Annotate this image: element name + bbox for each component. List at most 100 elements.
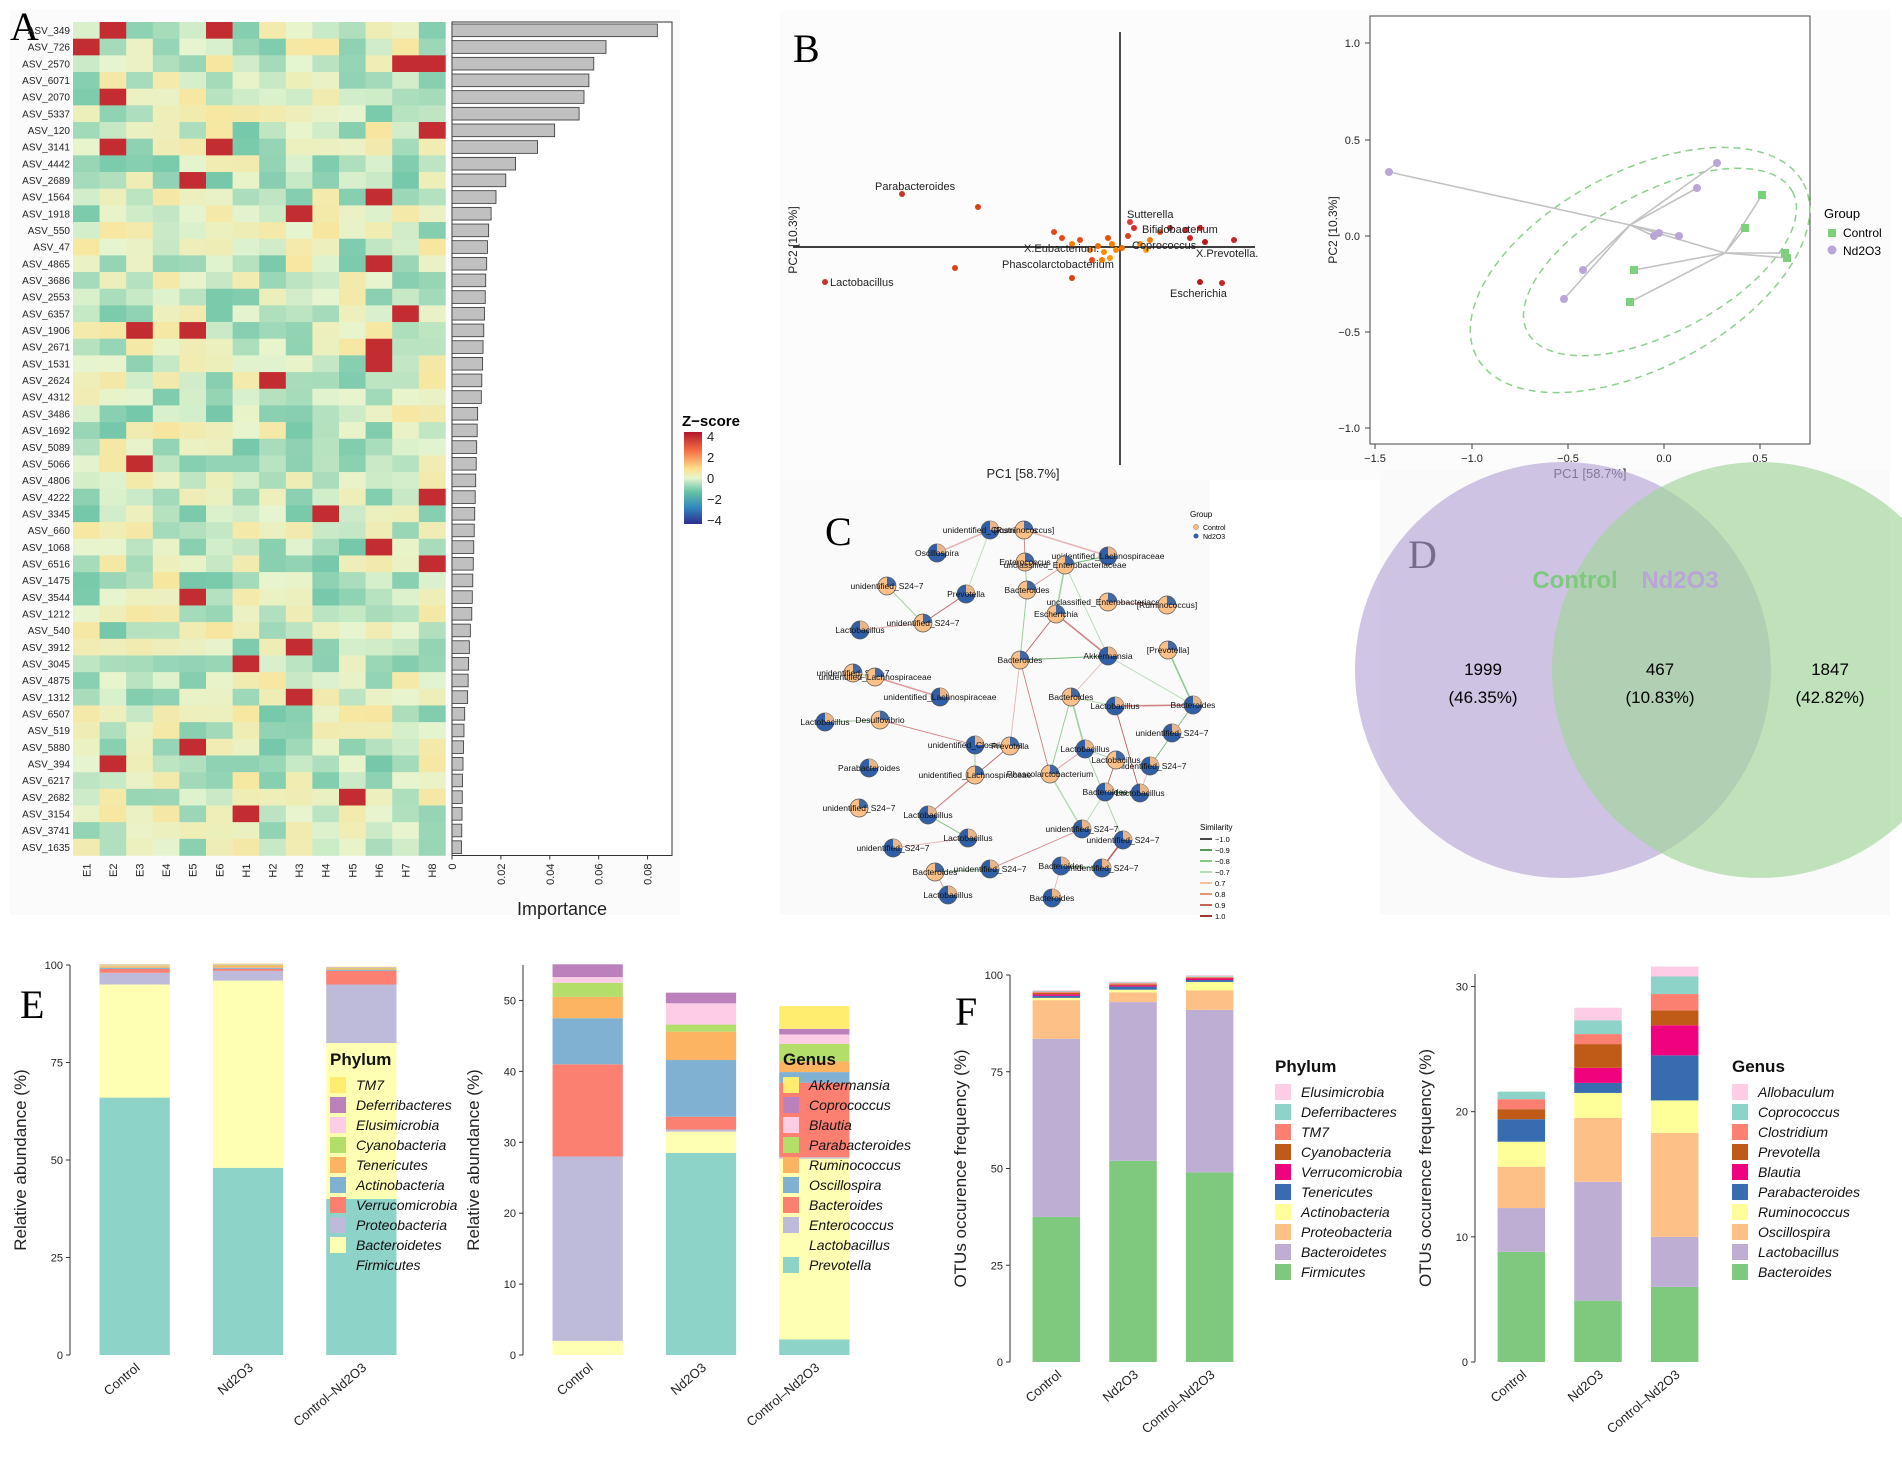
heatmap-cell: [418, 88, 446, 106]
network-node-label: unclassified_Enterobacteriaceae: [1047, 597, 1170, 607]
heatmap-cell: [232, 55, 260, 73]
heatmap-cell: [232, 272, 260, 290]
heatmap-cell: [126, 372, 154, 390]
legend-title: Genus: [1732, 1057, 1785, 1076]
stacked-bar-genus-otu-frequency: 0 10 20 30 OTUs occurence frequency (%) Contr…: [1416, 966, 1860, 1436]
heatmap-cell: [99, 772, 127, 790]
heatmap-cell: [339, 738, 366, 756]
heatmap-cell: [126, 488, 154, 506]
heatmap-cell: [232, 505, 260, 523]
stacked-segment: [1032, 1000, 1081, 1039]
x-tick-label: Control–Nd2O3: [1604, 1367, 1683, 1437]
y-axis-label: OTUs occurence frequency (%): [1416, 1049, 1435, 1287]
heatmap-row-label: ASV_120: [28, 126, 71, 137]
network-node-slice: [940, 688, 949, 697]
heatmap-cell: [179, 338, 207, 356]
heatmap-cell: [392, 538, 420, 556]
heatmap-cell: [339, 105, 366, 123]
network-node-label: [Ruminococcus]: [994, 525, 1054, 535]
legend-label: Verrucomicrobia: [356, 1197, 458, 1213]
heatmap-cell: [152, 88, 180, 106]
heatmap-cell: [232, 188, 260, 206]
heatmap-cell: [152, 172, 180, 189]
x-tick-label: Nd2O3: [1100, 1367, 1141, 1405]
heatmap-cell: [285, 338, 313, 356]
heatmap-cell: [152, 372, 180, 390]
heatmap-cell: [285, 388, 313, 406]
legend-swatch: [783, 1217, 799, 1233]
heatmap-cell: [392, 805, 420, 823]
legend-swatch: [330, 1257, 346, 1273]
legend-swatch: [1732, 1184, 1748, 1200]
heatmap-cell: [285, 688, 313, 706]
heatmap-cell: [232, 638, 260, 656]
heatmap-cell: [365, 588, 393, 606]
heatmap-cell: [418, 138, 446, 156]
heatmap-cell: [365, 705, 393, 723]
heatmap-cell: [73, 222, 100, 240]
heatmap-cell: [339, 155, 366, 173]
heatmap-cell: [126, 288, 154, 306]
heatmap-cell: [206, 322, 233, 340]
heatmap-col-label: E5: [188, 864, 200, 877]
heatmap-cell: [339, 422, 366, 440]
heatmap-cell: [152, 288, 180, 306]
heatmap-cell: [179, 755, 207, 773]
biplot-point: [1099, 257, 1105, 263]
heatmap-cell: [206, 555, 233, 573]
heatmap-cell: [339, 488, 366, 506]
legend-label: Oscillospira: [1758, 1224, 1831, 1240]
heatmap-cell: [259, 22, 287, 39]
stacked-segment: [1497, 1091, 1546, 1100]
biplot-point: [1107, 255, 1113, 261]
heatmap-cell: [152, 538, 180, 556]
heatmap-cell: [99, 72, 127, 89]
heatmap-cell: [312, 422, 340, 440]
similarity-title: Similarity: [1200, 823, 1232, 832]
heatmap-cell: [339, 288, 366, 306]
heatmap-cell: [392, 238, 420, 256]
heatmap-cell: [339, 455, 366, 473]
heatmap-cell: [418, 388, 446, 406]
heatmap-cell: [232, 572, 260, 590]
heatmap-cell: [418, 72, 446, 89]
panel-c-bg: [780, 480, 1210, 915]
biplot-points: [822, 191, 1237, 286]
heatmap-cell: [259, 105, 287, 123]
heatmap-cell: [365, 422, 393, 440]
stacked-segment: [1185, 1009, 1234, 1173]
importance-bar: [451, 423, 478, 438]
heatmap-cell: [339, 638, 366, 656]
importance-bar: [451, 607, 473, 621]
heatmap-cell: [232, 255, 260, 273]
heatmap-cell: [365, 288, 393, 306]
heatmap-cell: [418, 488, 446, 506]
heatmap-cell: [179, 205, 207, 223]
heatmap-cell: [126, 38, 154, 56]
biplot-point: [1147, 237, 1153, 243]
stacked-segment: [1497, 1251, 1546, 1362]
heatmap-cell: [285, 455, 313, 473]
legend-label: Proteobacteria: [356, 1217, 447, 1233]
heatmap-cell: [259, 288, 287, 306]
heatmap-cell: [232, 372, 260, 390]
stacked-segment: [1650, 976, 1699, 995]
importance-bar: [451, 223, 490, 238]
heatmap-cell: [259, 372, 287, 390]
heatmap-cell: [365, 722, 393, 740]
heatmap-cell: [73, 255, 100, 273]
legend-label: Actinobacteria: [355, 1177, 445, 1193]
heatmap-cell: [152, 522, 180, 540]
legend-swatch: [1732, 1124, 1748, 1140]
biplot-point: [1069, 241, 1075, 247]
stacked-segment: [212, 1167, 284, 1355]
importance-bar: [451, 757, 464, 771]
network-node-label: Lactobacillus: [943, 833, 992, 843]
heatmap-cell: [206, 688, 233, 706]
network-node-label: Prevotella: [991, 741, 1029, 751]
stacked-segment: [665, 1116, 737, 1130]
biplot-point: [1059, 235, 1065, 241]
heatmap-cell: [73, 22, 100, 39]
heatmap-cell: [99, 472, 127, 490]
heatmap-row-label: ASV_4875: [22, 676, 70, 687]
